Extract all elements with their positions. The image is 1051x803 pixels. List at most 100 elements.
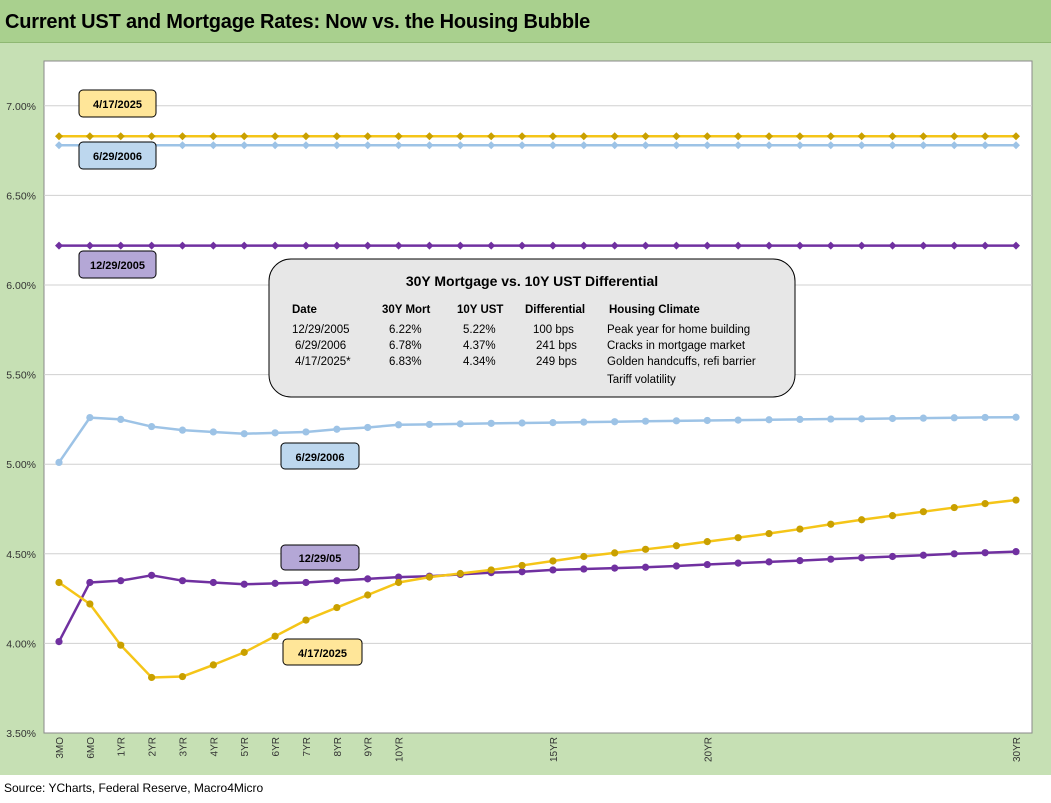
data-point [950,132,959,141]
data-point [858,415,866,423]
data-point [394,141,403,150]
data-point [178,241,187,250]
data-point [364,423,372,432]
data-point [703,241,712,250]
data-point [734,534,742,542]
label-curve-2025: 4/17/2025 [282,638,363,666]
data-point [549,566,557,574]
data-point [858,516,866,524]
data-point [271,632,279,640]
data-point [826,132,835,141]
data-point [240,141,249,150]
label-curve-2006-text: 6/29/2006 [296,452,345,464]
data-point [1012,548,1020,556]
table-header: 30Y Mort [382,304,431,316]
table-cell: 6.78% [389,340,422,352]
data-point [148,673,156,682]
series-line-curve_2025 [58,498,1017,679]
data-point [981,132,990,141]
x-tick-label: 9YR [364,737,375,756]
data-point [795,241,804,250]
data-point [919,132,928,141]
y-tick-label: 5.50% [6,370,36,382]
label-mort-2006-text: 6/29/2006 [93,151,142,163]
data-point [672,542,681,550]
data-point [301,241,310,250]
data-point [425,573,434,581]
y-tick-label: 4.00% [6,638,36,650]
data-point [363,241,372,250]
data-point [641,417,650,425]
series-line-curve_2006 [57,415,1017,464]
data-point [548,141,557,150]
data-point [981,141,990,150]
data-point [518,132,527,141]
data-point [1012,132,1020,141]
data-point [178,672,187,681]
data-point [178,426,187,434]
data-point [178,577,187,585]
table-cell: Cracks in mortgage market [607,340,746,352]
data-point [579,241,588,250]
data-point [85,241,94,250]
data-point [549,557,557,565]
data-point [795,132,804,141]
y-tick-label: 3.50% [6,728,36,740]
data-point [548,132,557,141]
x-tick-label: 30YR [1012,737,1023,762]
data-point [209,141,218,150]
data-point [765,416,773,424]
table-cell: 5.22% [463,324,496,336]
data-point [456,241,465,250]
table-cell: 6.83% [389,356,422,368]
data-point [796,415,804,423]
chart-title: Current UST and Mortgage Rates: Now vs. … [5,11,591,33]
table-header: 10Y UST [457,304,503,316]
data-point [796,525,804,533]
data-point [271,579,279,587]
label-curve-2006: 6/29/2006 [280,442,360,470]
data-point [610,241,619,250]
data-point [332,132,341,141]
data-point [518,141,527,150]
data-point [332,141,341,150]
data-point [302,428,310,436]
data-point [363,141,372,150]
data-point [364,575,372,583]
data-point [209,661,217,669]
data-point [85,132,94,141]
data-point [487,566,495,574]
data-point [981,500,989,508]
x-tick-label: 3MO [55,737,66,759]
y-tick-label: 7.00% [6,101,36,113]
x-tick-label: 4YR [209,737,220,756]
x-tick-label: 20YR [703,737,714,762]
label-curve-2025-text: 4/17/2025 [298,648,347,660]
data-point [425,420,434,429]
data-point [858,554,866,562]
data-point [672,562,681,570]
series-group [55,132,1020,682]
x-tick-label: 6MO [86,737,97,759]
data-point [55,241,63,250]
data-point [641,241,650,250]
table-cell: Peak year for home building [607,324,750,336]
label-mort-2005: 12/29/2005 [78,250,157,279]
data-point [240,430,248,438]
x-tick-label: 7YR [302,737,313,756]
data-point [672,417,681,425]
data-point [456,141,465,150]
data-point [240,648,248,656]
y-tick-label: 4.50% [6,549,36,561]
data-point [950,414,958,422]
data-point [950,550,958,558]
x-tick-label: 8YR [333,737,344,756]
data-point [919,414,927,422]
data-point [826,141,835,150]
x-tick-label: 6YR [271,737,282,756]
data-point [456,569,464,578]
data-point [795,141,804,150]
data-point [301,141,310,150]
data-point [518,241,527,250]
table-cell: 241 bps [536,340,577,352]
